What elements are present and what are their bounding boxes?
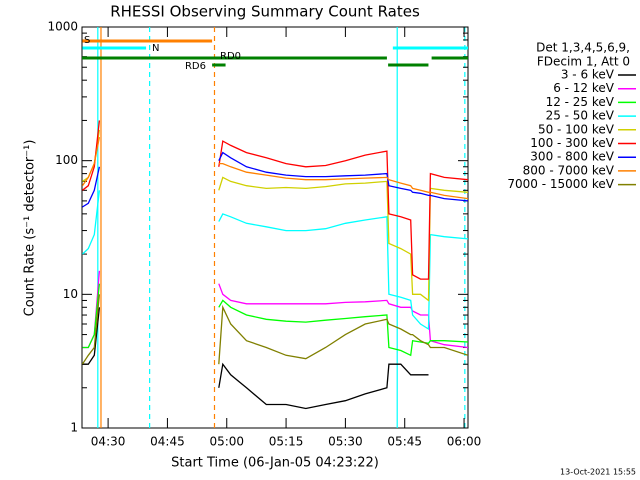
series-line — [82, 129, 468, 302]
legend-label: 6 - 12 keV — [553, 81, 615, 95]
x-tick-label: 04:30 — [91, 435, 126, 449]
y-axis-label: Count Rate (s⁻¹ detector⁻¹) — [23, 140, 38, 317]
legend-label: 300 - 800 keV — [530, 150, 614, 164]
x-tick-label: 05:30 — [328, 435, 363, 449]
series-line — [82, 283, 468, 357]
series-line — [82, 136, 468, 200]
legend-label: 50 - 100 keV — [538, 122, 615, 136]
y-tick-label: 100 — [55, 153, 78, 167]
x-tick-label: 05:45 — [387, 435, 422, 449]
series-line — [82, 151, 468, 208]
legend-label: 100 - 300 keV — [530, 136, 614, 150]
x-tick-label: 06:00 — [447, 435, 482, 449]
plot-frame — [81, 26, 469, 429]
legend-label: 25 - 50 keV — [546, 109, 615, 123]
series-line — [82, 294, 468, 365]
flag-label: S — [84, 35, 90, 46]
series-line — [82, 270, 468, 349]
legend-header: Det 1,3,4,5,6,9, — [536, 41, 630, 55]
legend-label: 800 - 7000 keV — [523, 163, 615, 177]
x-axis-label: Start Time (06-Jan-05 04:23:22) — [171, 456, 379, 471]
x-tick-label: 04:45 — [150, 435, 185, 449]
series-line — [82, 190, 468, 331]
chart-title: RHESSI Observing Summary Count Rates — [110, 3, 420, 21]
x-tick-label: 05:00 — [209, 435, 244, 449]
flag-label: N — [152, 43, 159, 54]
flag-label: RD6 — [185, 61, 206, 72]
legend-label: 12 - 25 keV — [546, 95, 615, 109]
series-line — [82, 120, 468, 280]
legend-header: FDecim 1, Att 0 — [537, 55, 630, 69]
y-tick-label: 1000 — [47, 20, 78, 34]
footer: 13-Oct-2021 15:55 — [560, 468, 636, 477]
y-tick-label: 1 — [70, 421, 78, 435]
x-tick-label: 05:15 — [269, 435, 304, 449]
y-tick-label: 10 — [63, 287, 78, 301]
series-line — [82, 307, 429, 410]
flag-label: RD0 — [220, 51, 241, 62]
legend-label: 7000 - 15000 keV — [507, 177, 614, 191]
legend-label: 3 - 6 keV — [561, 68, 615, 82]
